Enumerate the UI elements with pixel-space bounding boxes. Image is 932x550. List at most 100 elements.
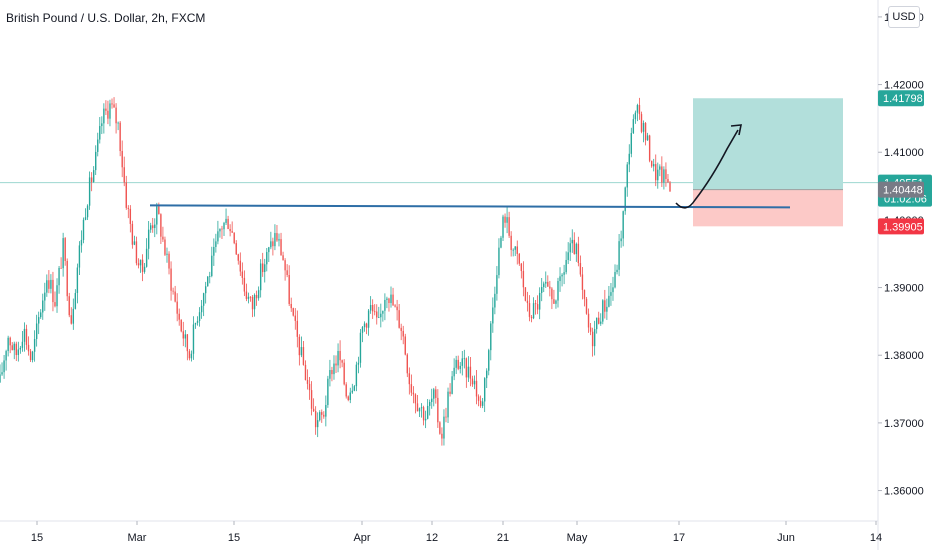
candle-body — [404, 336, 406, 355]
candle-body — [180, 319, 182, 332]
time-tick-label: May — [567, 532, 588, 544]
candle-body — [331, 370, 333, 375]
candle-body — [632, 119, 635, 134]
candle-body — [135, 241, 138, 264]
candle-body — [241, 271, 244, 278]
profit-target-zone[interactable] — [693, 98, 843, 190]
candle-body — [103, 108, 105, 124]
candle-body — [294, 315, 296, 321]
candle-body — [459, 365, 461, 369]
candle-body — [555, 300, 557, 304]
candle-body — [231, 231, 233, 233]
candle-body — [262, 263, 264, 273]
candle-body — [347, 396, 349, 400]
stop-price-label: 1.39905 — [883, 221, 923, 233]
candle-body — [164, 239, 166, 255]
candle-body — [54, 302, 56, 307]
candle-body — [638, 105, 641, 115]
candle-body — [543, 283, 545, 288]
candle-body — [27, 344, 30, 352]
candle-body — [557, 281, 559, 301]
projection-arrow[interactable] — [675, 129, 739, 209]
candle-body — [35, 323, 38, 340]
candle-body — [290, 303, 292, 309]
candle-body — [186, 334, 189, 352]
candle-body — [15, 343, 17, 356]
price-tick-label: 1.38000 — [884, 350, 924, 362]
candle-body — [211, 255, 213, 276]
candle-body — [500, 237, 502, 248]
candle-body — [343, 362, 345, 385]
price-axis[interactable]: 1.360001.370001.380001.390001.400001.410… — [878, 12, 924, 498]
candle-body — [323, 414, 325, 417]
candle-body — [48, 280, 50, 289]
candle-body — [25, 328, 28, 345]
candle-body — [335, 363, 337, 366]
candle-body — [192, 324, 195, 354]
candle-body — [66, 260, 68, 297]
candle-body — [367, 310, 370, 328]
candle-body — [426, 405, 429, 419]
candle-body — [606, 306, 608, 312]
candle-body — [46, 280, 48, 293]
candle-body — [355, 364, 358, 387]
candle-body — [0, 374, 1, 383]
candle-body — [610, 292, 612, 296]
candle-body — [508, 217, 510, 236]
candle-body — [19, 347, 22, 350]
candle-body — [626, 164, 628, 188]
candle-body — [526, 300, 529, 304]
candle-body — [538, 292, 541, 310]
candle-body — [125, 182, 127, 208]
candle-body — [107, 110, 109, 119]
candle-body — [528, 303, 531, 317]
candle-body — [642, 123, 645, 132]
candle-body — [194, 322, 197, 325]
candle-body — [536, 304, 539, 310]
candle-body — [494, 293, 496, 308]
candle-body — [176, 301, 178, 314]
time-tick-label: 15 — [228, 532, 240, 544]
candle-body — [95, 151, 97, 171]
candle-body — [156, 206, 158, 225]
candle-body — [341, 360, 343, 363]
arrowhead-icon — [730, 124, 742, 136]
candle-body — [325, 404, 327, 417]
candle-body — [314, 411, 317, 428]
candle-body — [204, 286, 207, 294]
candle-body — [549, 286, 551, 289]
candle-body — [579, 263, 582, 275]
candle-body — [121, 151, 123, 168]
candle-body — [437, 397, 439, 423]
candle-body — [9, 337, 11, 346]
candle-body — [56, 285, 58, 307]
candle-body — [418, 408, 421, 412]
candle-body — [296, 320, 299, 337]
stop-price-tag: 1.39905 — [878, 218, 924, 235]
candle-body — [351, 390, 354, 393]
candle-body — [284, 260, 286, 271]
candle-body — [465, 358, 468, 378]
candle-body — [648, 135, 651, 161]
candle-body — [52, 279, 54, 303]
time-axis[interactable]: 15 Mar 15 Apr 12 21 May 17 Jun 14 — [31, 521, 882, 544]
currency-button[interactable]: USD — [888, 6, 920, 28]
candle-body — [390, 294, 392, 304]
price-tick-label: 1.41000 — [884, 147, 924, 159]
candle-body — [604, 300, 606, 312]
candle-body — [253, 294, 256, 310]
candle-body — [272, 241, 274, 247]
candle-body — [467, 366, 470, 378]
candle-body — [117, 122, 119, 124]
candle-body — [369, 304, 372, 311]
candle-body — [349, 392, 351, 400]
price-tick-label: 1.39000 — [884, 283, 924, 295]
candle-body — [257, 290, 260, 299]
candle-body — [616, 269, 618, 273]
candle-body — [463, 358, 466, 360]
candle-body — [665, 169, 667, 179]
candle-body — [337, 350, 339, 366]
price-tick-label: 1.37000 — [884, 418, 924, 430]
candle-body — [622, 211, 624, 239]
